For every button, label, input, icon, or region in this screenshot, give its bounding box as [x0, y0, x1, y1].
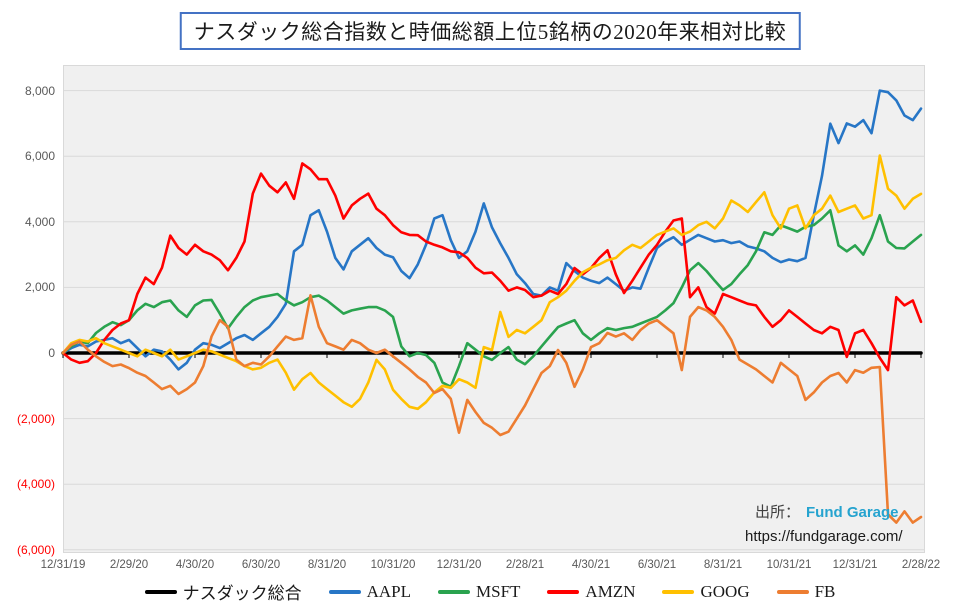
legend-item-msft: MSFT	[438, 582, 520, 602]
y-axis-tick-label: (6,000)	[16, 542, 55, 557]
legend-item-amzn: AMZN	[547, 582, 635, 602]
legend-label: AAPL	[366, 581, 411, 601]
legend-swatch-msft	[438, 589, 470, 594]
x-axis-tick-label: 2/28/21	[505, 559, 545, 571]
legend-item-goog: GOOG	[662, 581, 750, 602]
x-axis-tick-label: 12/31/21	[832, 559, 878, 571]
x-axis-tick-label: 6/30/20	[241, 559, 281, 571]
source-line: 出所： Fund Garage	[745, 501, 903, 525]
y-axis-tick-label: 4,000	[24, 214, 55, 229]
y-axis-tick-label: (2,000)	[16, 411, 55, 426]
x-axis-tick-label: 12/31/19	[40, 559, 86, 571]
legend-label: FB	[814, 581, 836, 601]
chart-title: ナスダック総合指数と時価総額上位5銘柄の2020年来相対比較	[179, 12, 801, 50]
legend-swatch-fb	[776, 589, 809, 594]
legend-swatch-amzn	[547, 589, 580, 594]
legend-label: MSFT	[476, 581, 521, 601]
y-axis-tick-label: (4,000)	[16, 477, 55, 492]
legend-item-aapl: AAPL	[328, 581, 411, 602]
legend-item-fb: FB	[776, 581, 836, 602]
source-prefix: 出所：	[755, 504, 801, 521]
legend-label: GOOG	[700, 581, 750, 601]
x-axis-tick-label: 12/31/20	[436, 559, 482, 571]
y-axis-tick-label: 6,000	[24, 149, 55, 164]
x-axis-tick-label: 4/30/20	[175, 559, 215, 571]
chart-legend: ナスダック総合 AAPL MSFT AMZN GOOG FB	[0, 579, 980, 604]
chart-plot-area	[63, 65, 925, 553]
legend-item-nasdaq: ナスダック総合	[144, 579, 302, 604]
legend-swatch-nasdaq	[144, 589, 177, 594]
legend-swatch-aapl	[328, 589, 361, 594]
x-axis-tick-label: 10/31/20	[370, 559, 416, 571]
source-block: 出所： Fund Garage https://fundgarage.com/	[745, 501, 903, 549]
x-axis-tick-label: 4/30/21	[571, 559, 611, 571]
x-axis-tick-label: 6/30/21	[637, 559, 677, 571]
y-axis-tick-label: 2,000	[24, 280, 55, 295]
source-name: Fund Garage	[806, 504, 899, 521]
x-axis-tick-label: 2/28/22	[901, 559, 941, 571]
source-url: https://fundgarage.com/	[745, 528, 903, 545]
y-axis-tick-label: 8,000	[24, 83, 55, 98]
legend-swatch-goog	[662, 589, 695, 594]
legend-label: ナスダック総合	[182, 584, 302, 603]
x-axis-tick-label: 8/31/20	[307, 559, 347, 571]
x-axis-tick-label: 2/29/20	[109, 559, 149, 571]
y-axis-tick-label: 0	[48, 346, 55, 360]
x-axis-tick-label: 8/31/21	[703, 559, 743, 571]
legend-label: AMZN	[585, 581, 636, 601]
x-axis-tick-label: 10/31/21	[766, 559, 812, 571]
